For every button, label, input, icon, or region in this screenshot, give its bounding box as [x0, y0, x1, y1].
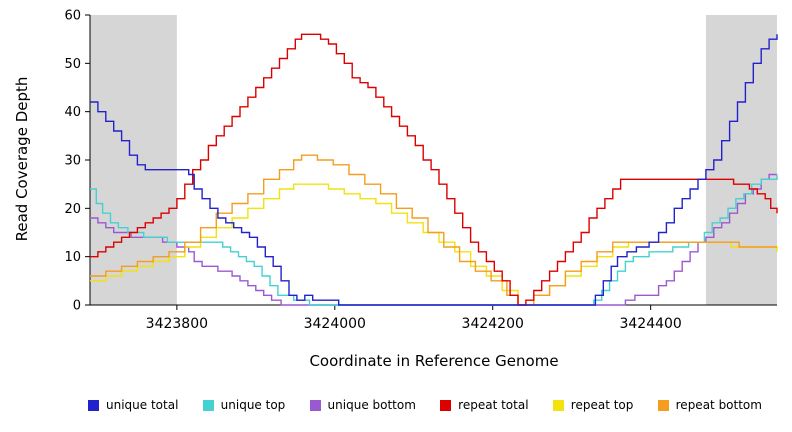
- legend-swatch: [88, 399, 99, 411]
- y-tick-label: 60: [64, 9, 81, 24]
- x-axis-label: Coordinate in Reference Genome: [309, 352, 559, 370]
- legend-label: repeat total: [458, 398, 529, 412]
- legend-item: repeat top: [552, 398, 634, 412]
- y-tick-label: 20: [64, 202, 81, 217]
- legend-label: repeat top: [570, 398, 634, 412]
- legend-item: unique total: [88, 398, 178, 412]
- x-tick-label: 3424000: [304, 316, 366, 332]
- series-repeat-total: [90, 33, 778, 306]
- legend-swatch: [202, 399, 214, 411]
- legend-item: repeat total: [440, 398, 529, 412]
- y-tick-label: 10: [64, 250, 81, 265]
- x-tick-label: 3424400: [619, 316, 681, 332]
- series-repeat-top: [90, 183, 778, 306]
- y-tick-label: 50: [64, 57, 81, 72]
- y-tick-label: 30: [64, 154, 81, 169]
- x-tick-label: 3424200: [462, 316, 524, 332]
- legend: unique total unique top unique bottom repea…: [88, 398, 762, 412]
- legend-swatch: [552, 399, 564, 411]
- y-axis-label: Read Coverage Depth: [13, 76, 31, 242]
- legend-swatch: [440, 399, 452, 411]
- coverage-plot: 0 10 20 30 40 50 60 3423800 3424000 3424200 342440…: [64, 9, 778, 332]
- y-tick-label: 40: [64, 105, 81, 120]
- legend-swatch: [309, 399, 321, 411]
- legend-label: unique total: [106, 398, 179, 412]
- series-repeat-bottom: [90, 154, 777, 306]
- legend-item: repeat bottom: [657, 398, 762, 412]
- legend-swatch: [657, 399, 669, 411]
- x-tick-label: 3423800: [146, 316, 208, 332]
- legend-label: repeat bottom: [675, 398, 762, 412]
- legend-label: unique top: [220, 398, 286, 412]
- legend-item: unique top: [202, 398, 286, 412]
- series-unique-top: [90, 174, 778, 306]
- series-unique-bottom: [90, 173, 777, 306]
- y-tick-label: 0: [73, 299, 81, 314]
- series-unique-total: [90, 34, 778, 306]
- legend-item: unique bottom: [309, 398, 416, 412]
- legend-label: unique bottom: [327, 398, 416, 412]
